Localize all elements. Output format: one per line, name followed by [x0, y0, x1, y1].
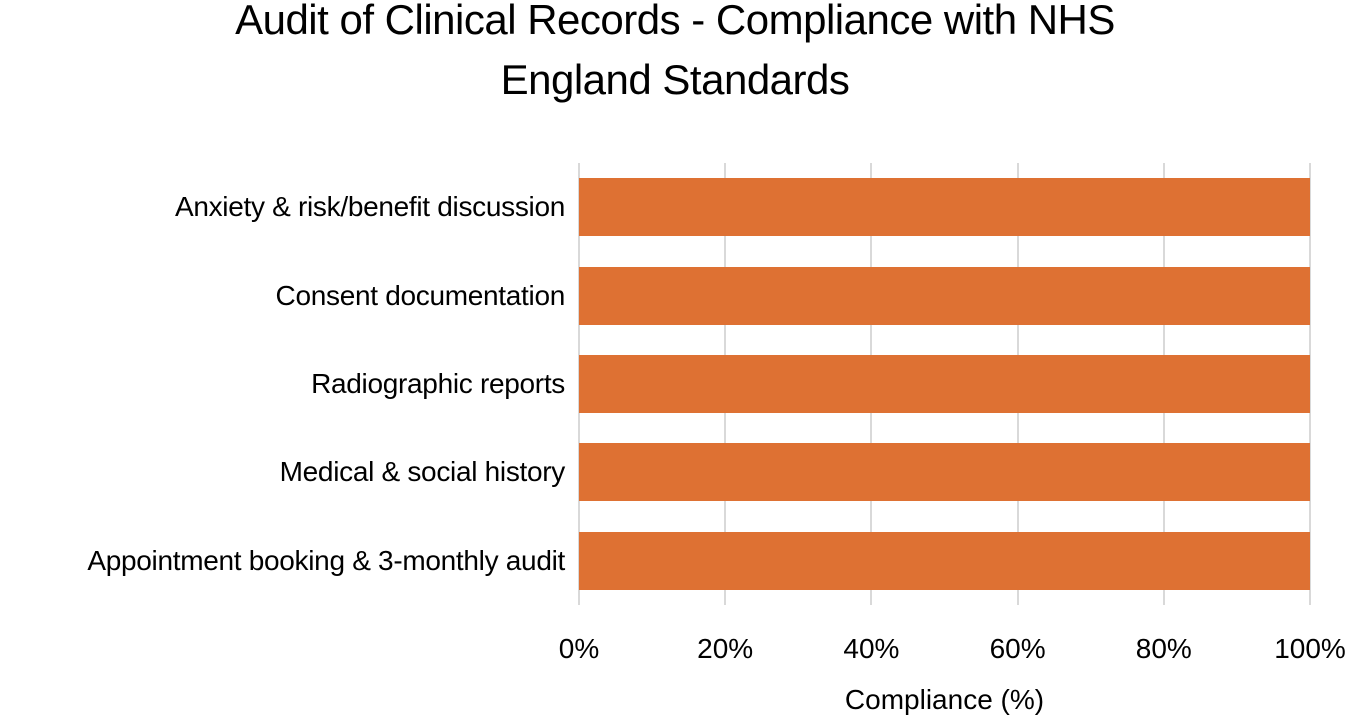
category-label: Medical & social history	[279, 456, 566, 488]
category-label: Radiographic reports	[311, 367, 565, 399]
chart-title: Audit of Clinical Records - Compliance w…	[0, 0, 1350, 110]
bar	[579, 531, 1310, 590]
bar	[579, 266, 1310, 325]
bar	[579, 355, 1310, 413]
chart-title-line1: Audit of Clinical Records - Compliance w…	[235, 0, 1115, 43]
chart-title-line2: England Standards	[500, 56, 850, 103]
bar	[579, 443, 1310, 502]
gridline	[1309, 163, 1311, 605]
x-tick-label: 0%	[558, 633, 600, 664]
x-tick-label: 100%	[1274, 633, 1346, 664]
bar	[579, 178, 1310, 237]
x-tick-label: 40%	[843, 633, 900, 664]
category-label: Appointment booking & 3-monthly audit	[87, 544, 565, 576]
x-tick-label: 60%	[989, 633, 1046, 664]
category-label: Anxiety & risk/benefit discussion	[174, 191, 565, 223]
category-axis: Anxiety & risk/benefit discussion Consent…	[0, 163, 565, 605]
x-tick-label: 20%	[697, 633, 754, 664]
x-axis-title: Compliance (%)	[844, 684, 1045, 715]
category-label: Consent documentation	[275, 279, 566, 311]
x-tick-label: 80%	[1135, 633, 1192, 664]
